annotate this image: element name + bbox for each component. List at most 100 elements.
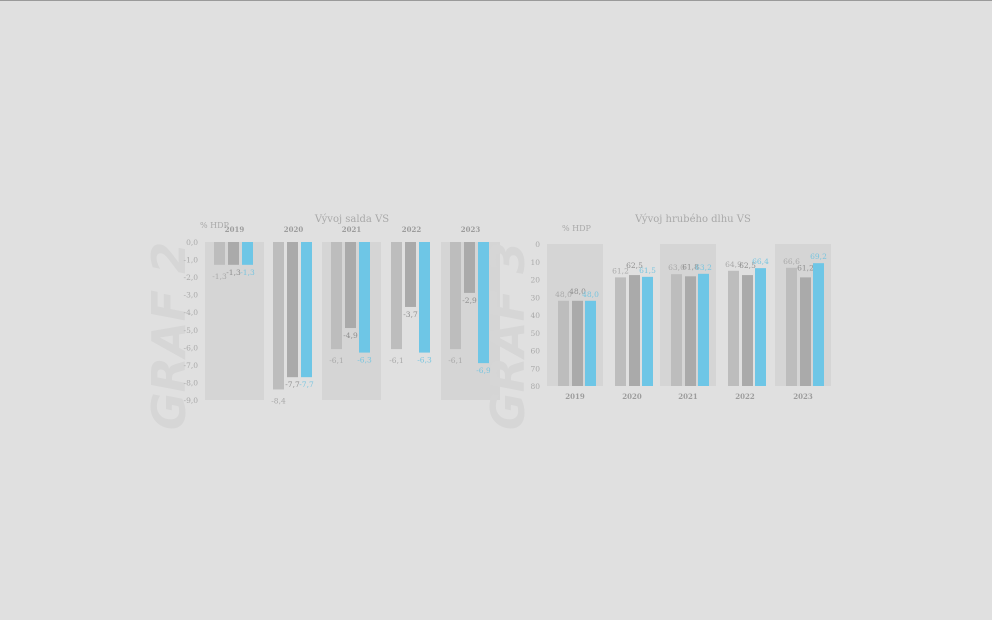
y-tick-label: -9,0: [184, 396, 199, 405]
category-label: 2021: [678, 392, 698, 401]
data-label: 61,5: [639, 266, 656, 275]
bar: [671, 274, 682, 386]
data-label: -6,9: [476, 366, 491, 375]
data-label: 61,8: [682, 262, 699, 271]
data-label: -3,7: [403, 310, 418, 319]
y-axis-label: % HDP: [562, 224, 592, 233]
y-tick-label: 30: [530, 293, 540, 302]
bar: [242, 242, 253, 265]
data-label: -6,3: [357, 356, 372, 365]
bar: [685, 276, 696, 386]
data-label: -2,9: [462, 296, 477, 305]
bar: [419, 242, 430, 353]
bar: [800, 277, 811, 386]
y-tick-label: -2,0: [184, 273, 199, 282]
watermark-text: GRAF 2: [142, 242, 196, 430]
y-tick-label: -1,0: [184, 256, 199, 265]
watermark-text: GRAF 3: [481, 242, 535, 430]
data-label: 48,0: [569, 287, 586, 296]
data-label: 64,9: [725, 260, 742, 269]
bar: [742, 275, 753, 386]
chart-dlh: GRAF 3 Vývoj hrubého dlhu VS % HDP 0 10 20 30 4…: [481, 214, 831, 430]
y-tick-label: 0,0: [186, 238, 198, 247]
data-label: -6,1: [329, 356, 343, 365]
y-tick-label: -6,0: [184, 343, 199, 352]
data-label: 63,0: [668, 263, 685, 272]
data-label: -6,1: [389, 356, 403, 365]
category-label: 2021: [342, 225, 362, 234]
bar: [214, 242, 225, 265]
data-label: 62,5: [626, 261, 643, 270]
bar: [273, 242, 284, 390]
y-tick-label: -3,0: [184, 291, 199, 300]
bar: [755, 268, 766, 386]
y-tick-label: 60: [530, 347, 540, 356]
bar: [450, 242, 461, 350]
bar: [585, 300, 596, 386]
category-label: 2019: [565, 392, 585, 401]
category-panel: [205, 242, 264, 400]
bar: [405, 242, 416, 307]
data-label: -8,4: [271, 396, 286, 405]
category-label: 2023: [793, 392, 813, 401]
data-label: -1,3: [226, 268, 241, 277]
data-label: 61,2: [612, 266, 629, 275]
y-tick-label: -8,0: [184, 378, 199, 387]
chart-title: Vývoj hrubého dlhu VS: [634, 214, 751, 225]
category-label: 2020: [284, 225, 304, 234]
data-label: 48,0: [555, 290, 572, 299]
category-label: 2019: [225, 225, 245, 234]
category-label: 2020: [622, 392, 642, 401]
data-label: 66,6: [783, 257, 800, 266]
top-border-line: [0, 0, 992, 1]
y-tick-label: 0: [535, 240, 540, 249]
y-tick-label: -4,0: [184, 308, 199, 317]
data-label: 63,2: [695, 263, 712, 272]
y-tick-label: 10: [530, 258, 540, 267]
y-tick-label: 80: [530, 382, 540, 391]
y-tick-label: 40: [530, 311, 540, 320]
bar: [629, 275, 640, 386]
y-tick-label: 50: [530, 329, 540, 338]
bar: [345, 242, 356, 329]
data-label: 62,5: [739, 261, 756, 270]
category-label: 2022: [735, 392, 755, 401]
y-tick-label: -5,0: [184, 326, 199, 335]
bar: [558, 300, 569, 386]
y-tick-label: -7,0: [184, 361, 199, 370]
bar: [615, 277, 626, 386]
data-label: -1,3: [212, 272, 227, 281]
data-label: -1,3: [240, 268, 255, 277]
bar: [228, 242, 239, 265]
bar: [359, 242, 370, 353]
bar: [478, 242, 489, 364]
bar: [287, 242, 298, 378]
data-label: -7,7: [285, 380, 300, 389]
chart-title: Vývoj salda VS: [314, 214, 389, 225]
data-label: -6,3: [417, 356, 432, 365]
data-label: 66,4: [752, 257, 769, 266]
bar: [698, 273, 709, 386]
bar: [642, 276, 653, 386]
y-axis-label: % HDP: [200, 221, 230, 230]
y-tick-label: 20: [530, 276, 540, 285]
data-label: -6,1: [448, 356, 462, 365]
bar: [813, 263, 824, 386]
bar: [572, 300, 583, 386]
data-label: -4,9: [343, 331, 358, 340]
data-label: 61,2: [797, 263, 814, 272]
bar: [391, 242, 402, 350]
data-label: 69,2: [810, 252, 827, 261]
category-label: 2023: [461, 225, 481, 234]
bar: [331, 242, 342, 350]
data-label: 48,0: [582, 290, 599, 299]
category-label: 2022: [402, 225, 422, 234]
bar: [786, 267, 797, 386]
bar: [464, 242, 475, 293]
bar: [728, 270, 739, 386]
y-tick-label: 70: [530, 364, 540, 373]
data-label: -7,7: [299, 380, 314, 389]
